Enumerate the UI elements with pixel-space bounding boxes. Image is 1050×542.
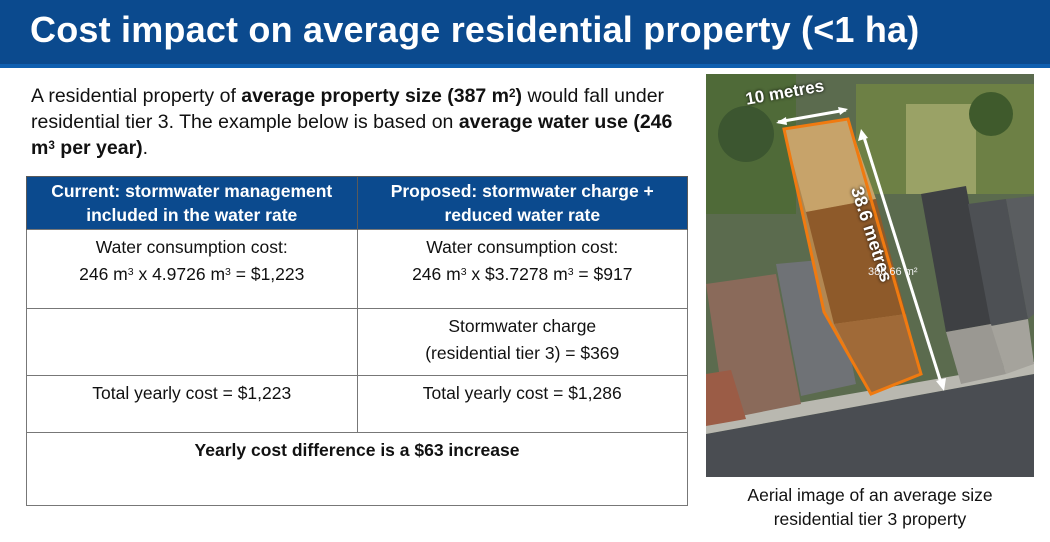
intro-paragraph: A residential property of average proper… xyxy=(31,85,673,159)
header-current: Current: stormwater management included … xyxy=(26,176,358,230)
proposed-consumption-cell: Water consumption cost: 246 m3 x $3.7278… xyxy=(356,229,688,309)
aerial-photo-illustration xyxy=(706,74,1034,477)
aerial-image: 10 metres 38.6 metres 386.66 m² xyxy=(706,74,1034,477)
cost-difference-cell: Yearly cost difference is a $63 increase xyxy=(26,432,688,506)
page-title: Cost impact on average residential prope… xyxy=(0,0,1050,68)
image-caption: Aerial image of an average size resident… xyxy=(747,485,993,529)
current-total-cell: Total yearly cost = $1,223 xyxy=(26,375,358,433)
stormwater-charge-cell: Stormwater charge (residential tier 3) =… xyxy=(356,308,688,376)
header-proposed: Proposed: stormwater charge + reduced wa… xyxy=(356,176,688,230)
current-consumption-cell: Water consumption cost: 246 m3 x 4.9726 … xyxy=(26,229,358,309)
cost-comparison-table: Current: stormwater management included … xyxy=(26,176,688,506)
area-label: 386.66 m² xyxy=(868,266,918,278)
proposed-total-cell: Total yearly cost = $1,286 xyxy=(356,375,688,433)
empty-cell xyxy=(26,308,358,376)
